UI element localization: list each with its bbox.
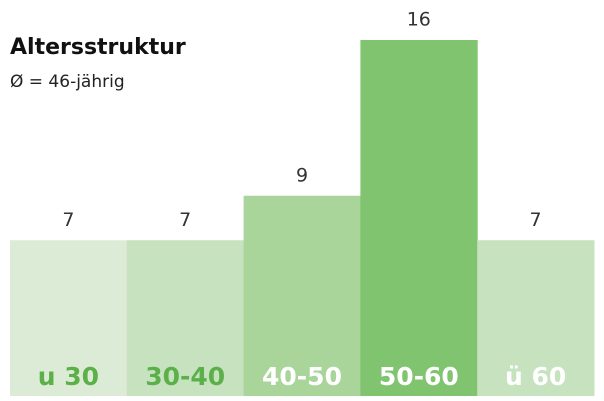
value-label: 7 (530, 209, 542, 231)
bar (360, 40, 478, 396)
value-label: 9 (296, 164, 308, 186)
bar (10, 240, 128, 396)
category-label: 50-60 (379, 362, 459, 391)
category-label: 30-40 (145, 362, 225, 391)
category-label: 40-50 (262, 362, 342, 391)
chart-subtitle: Ø = 46-jährig (10, 72, 125, 92)
value-label: 16 (407, 9, 431, 31)
bar (477, 240, 595, 396)
chart-title: Altersstruktur (10, 35, 186, 60)
value-label: 7 (62, 209, 74, 231)
value-label: 7 (179, 209, 191, 231)
category-label: u 30 (38, 362, 99, 391)
bar (243, 195, 361, 396)
category-label: ü 60 (505, 362, 566, 391)
bar (126, 240, 245, 396)
